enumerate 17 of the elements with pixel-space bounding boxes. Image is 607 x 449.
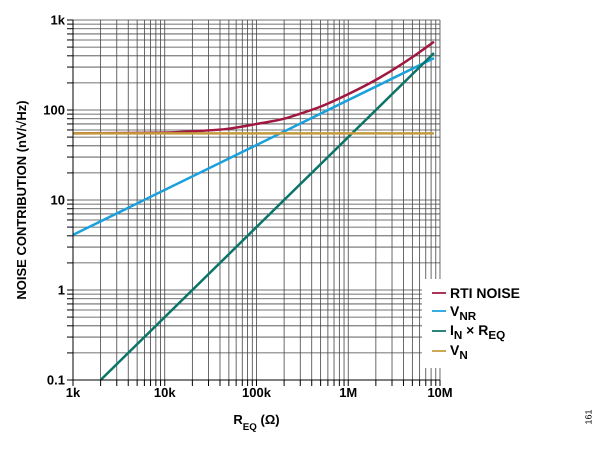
x-tick-label: 1M <box>339 385 358 400</box>
legend-label: V$_{NR}$ <box>450 302 476 322</box>
y-axis-title: NOISE CONTRIBUTION (nV/√Hz) <box>14 100 29 300</box>
x-tick-label: 10k <box>154 385 176 400</box>
x-tick-label: 100k <box>242 385 272 400</box>
x-tick-label: 10M <box>427 385 453 400</box>
text: 161 <box>583 409 594 425</box>
y-tick-label: 0.1 <box>46 372 65 388</box>
x-tick-label: 1k <box>66 385 81 400</box>
legend-label: V$_{N}$ <box>450 342 468 362</box>
y-tick-label: 1 <box>58 282 65 298</box>
x-axis-title: R$_{EQ}$ (Ω) <box>233 412 280 432</box>
y-tick-label: 100 <box>43 102 65 118</box>
y-tick-label: 1k <box>50 12 66 28</box>
legend-label: I$_{N}$ × R$_{EQ}$ <box>450 322 506 342</box>
y-tick-label: 10 <box>50 192 65 208</box>
legend-label: RTI NOISE <box>450 284 520 301</box>
